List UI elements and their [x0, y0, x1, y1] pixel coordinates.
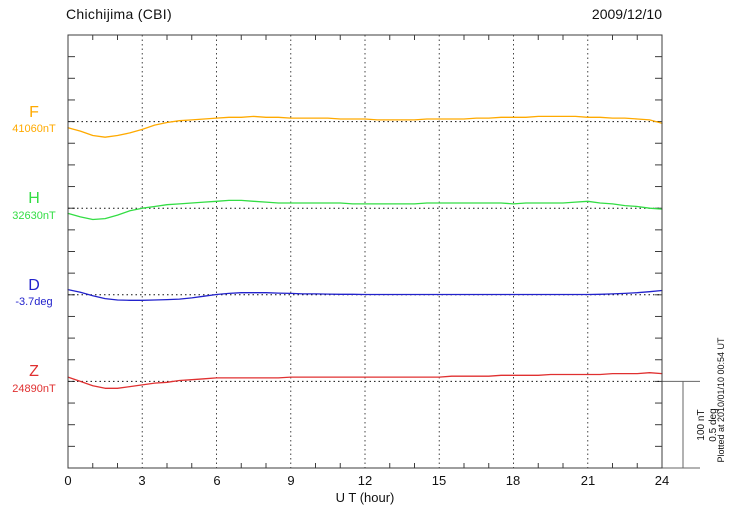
channel-H-baseline-value: 32630nT [12, 210, 56, 222]
xtick-21: 21 [580, 473, 596, 488]
trace-Z [67, 372, 663, 389]
xtick-6: 6 [213, 473, 221, 488]
channel-H-letter: H [28, 190, 40, 207]
xtick-18: 18 [505, 473, 521, 488]
channel-F-letter: F [29, 104, 39, 121]
trace-D [67, 288, 663, 301]
xtick-15: 15 [431, 473, 447, 488]
plot-frame [67, 34, 663, 469]
trace-F [67, 115, 663, 138]
channel-Z-baseline-value: 24890nT [12, 383, 56, 395]
channel-D-letter: D [28, 277, 40, 294]
channel-F-baseline-value: 41060nT [12, 123, 56, 135]
xtick-24: 24 [654, 473, 670, 488]
channel-D-baseline-value: -3.7deg [15, 296, 53, 308]
trace-H [67, 199, 663, 221]
channel-Z-letter: Z [29, 363, 39, 380]
xtick-3: 3 [138, 473, 146, 488]
scale-bar-label-nt: 100 nT [696, 409, 707, 441]
xtick-9: 9 [287, 473, 295, 488]
xtick-12: 12 [357, 473, 373, 488]
date-label: 2009/12/10 [591, 6, 662, 22]
x-axis-title: U T (hour) [335, 490, 395, 505]
plotted-at-note: Plotted at 2010/01/10 00:54 UT [716, 337, 726, 463]
page-title: Chichijima (CBI) [66, 6, 172, 22]
xtick-0: 0 [64, 473, 72, 488]
